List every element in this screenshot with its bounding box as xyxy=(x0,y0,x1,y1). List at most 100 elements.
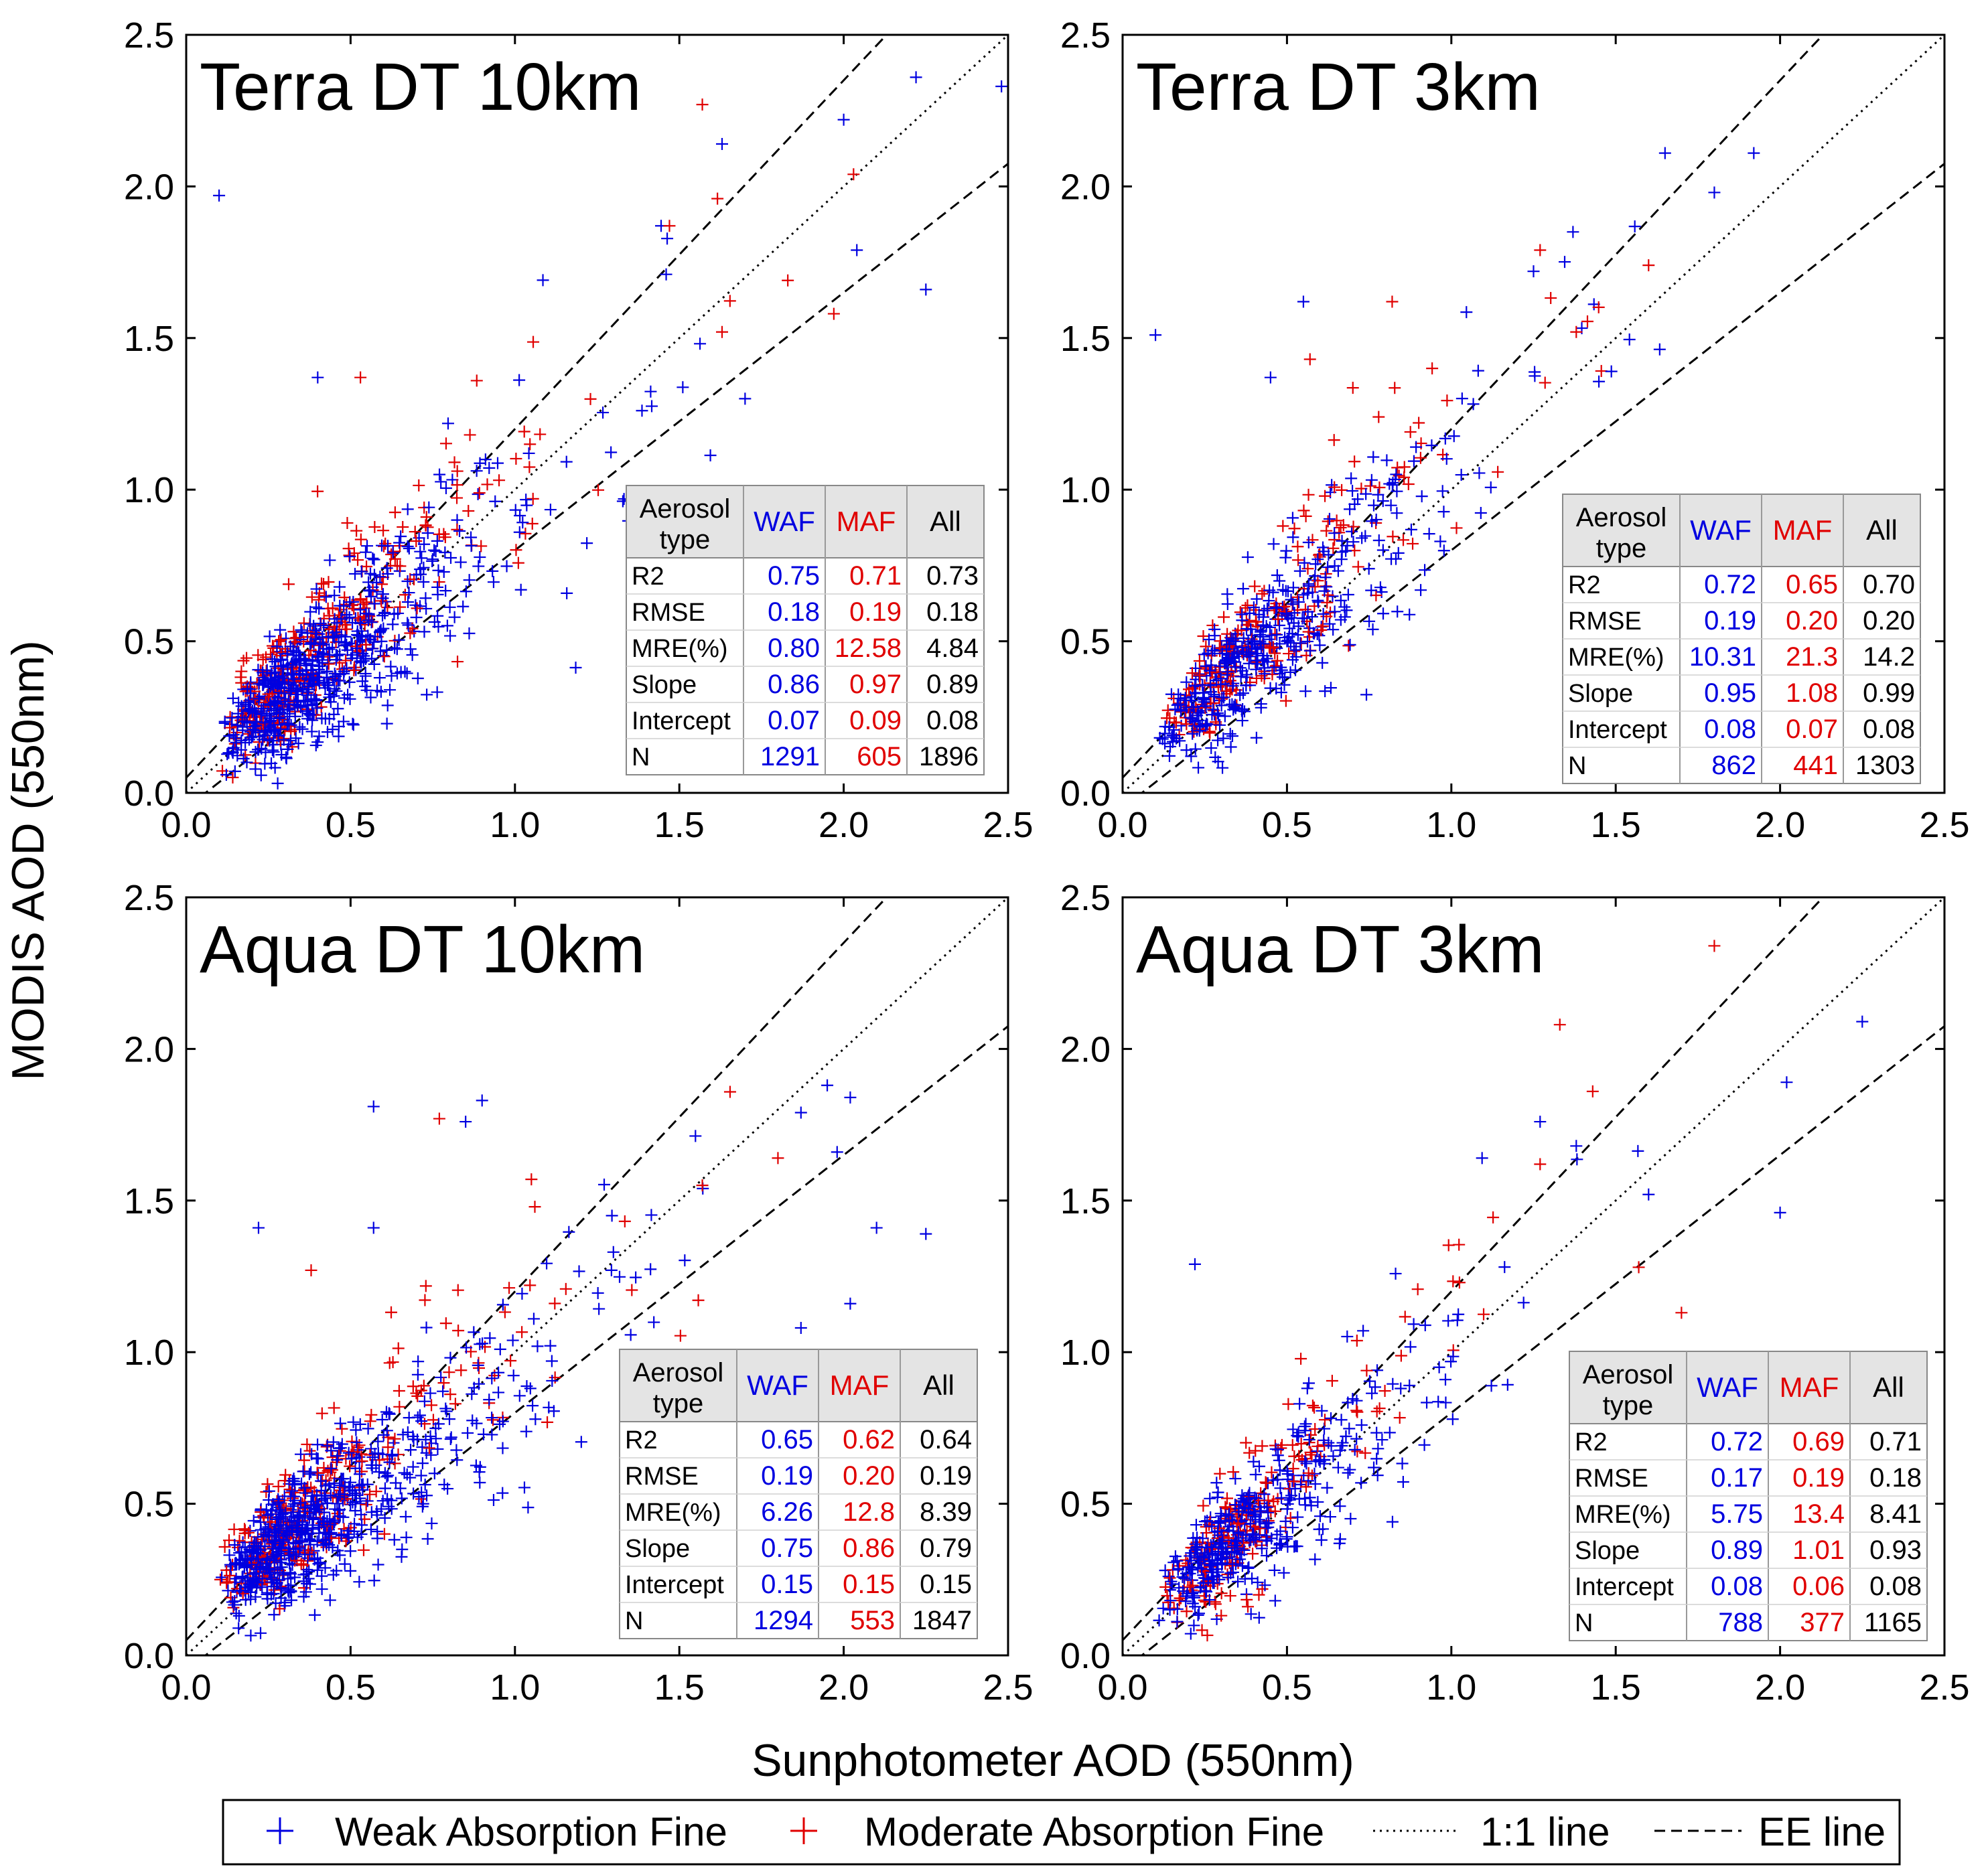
waf-point xyxy=(486,1412,498,1424)
maf-point xyxy=(1539,376,1551,389)
maf-point xyxy=(1272,613,1285,625)
stats-header-label: Aerosol xyxy=(633,1358,724,1388)
stats-cell: MRE(%) xyxy=(1568,644,1664,672)
waf-point xyxy=(393,633,405,646)
waf-point xyxy=(1623,333,1636,346)
waf-point xyxy=(395,530,407,542)
maf-point xyxy=(1295,1438,1307,1450)
x-tick-label: 2.5 xyxy=(983,1667,1033,1708)
waf-point xyxy=(1217,732,1230,745)
waf-point xyxy=(332,1491,345,1503)
waf-point xyxy=(1264,682,1277,694)
waf-point xyxy=(334,1549,346,1562)
waf-point xyxy=(573,1265,585,1278)
waf-point xyxy=(293,646,305,659)
waf-point xyxy=(451,1454,464,1467)
waf-point xyxy=(426,553,439,566)
waf-point xyxy=(1212,1517,1224,1529)
maf-point xyxy=(381,601,394,614)
waf-point xyxy=(1527,265,1540,278)
waf-point xyxy=(374,645,386,658)
waf-point xyxy=(356,1519,368,1531)
waf-point xyxy=(317,1539,330,1552)
waf-point xyxy=(1273,575,1286,587)
waf-point xyxy=(489,495,502,508)
maf-point xyxy=(1632,1261,1645,1274)
waf-point xyxy=(1288,607,1301,619)
maf-point xyxy=(305,1264,317,1276)
waf-point xyxy=(314,1556,327,1569)
x-tick-label: 2.5 xyxy=(983,805,1033,845)
stats-cell: 1303 xyxy=(1855,751,1915,780)
y-tick-label: 0.5 xyxy=(124,1485,174,1525)
waf-point xyxy=(324,688,336,700)
waf-point xyxy=(344,1545,357,1558)
waf-point xyxy=(660,268,672,281)
waf-point xyxy=(1303,1377,1315,1390)
waf-point xyxy=(1332,565,1344,577)
waf-point xyxy=(1342,588,1354,601)
waf-point xyxy=(1407,1318,1420,1331)
waf-point xyxy=(311,651,324,664)
waf-point xyxy=(1376,544,1389,556)
waf-point xyxy=(1485,1379,1498,1392)
waf-point xyxy=(1186,727,1199,740)
waf-point xyxy=(425,1448,437,1461)
waf-point xyxy=(326,723,339,736)
maf-point xyxy=(315,577,328,590)
legend-ee-label: EE line xyxy=(1758,1809,1886,1854)
waf-point xyxy=(1567,226,1579,238)
maf-point xyxy=(493,474,506,487)
legend-item-one-to-one: 1:1 line xyxy=(1373,1809,1610,1854)
waf-point xyxy=(355,655,368,668)
waf-point xyxy=(368,597,380,610)
waf-point xyxy=(284,1490,297,1503)
maf-point xyxy=(696,98,709,111)
waf-point xyxy=(522,447,535,459)
waf-point xyxy=(1164,1594,1177,1607)
waf-point xyxy=(220,768,232,781)
waf-point xyxy=(546,1374,559,1387)
waf-point xyxy=(353,1479,366,1492)
waf-point xyxy=(520,1425,532,1438)
one-to-one-line xyxy=(186,35,1008,793)
waf-point xyxy=(255,1516,267,1529)
waf-point xyxy=(1410,441,1423,453)
waf-point xyxy=(378,1511,391,1524)
maf-point xyxy=(388,1432,401,1445)
waf-point xyxy=(1291,629,1304,642)
x-tick-label: 2.0 xyxy=(819,1667,869,1708)
waf-point xyxy=(1366,1387,1378,1400)
maf-point xyxy=(1262,1494,1275,1507)
x-tick-label: 0.0 xyxy=(1097,805,1147,845)
maf-point xyxy=(1212,681,1224,694)
waf-point xyxy=(260,1503,273,1516)
waf-point xyxy=(249,1590,262,1603)
waf-point xyxy=(322,726,334,739)
waf-point xyxy=(232,1622,245,1635)
waf-point xyxy=(242,733,255,746)
waf-point xyxy=(1460,306,1473,319)
waf-point xyxy=(401,667,413,680)
maf-point xyxy=(519,527,532,540)
maf-point xyxy=(1399,1310,1411,1323)
waf-point xyxy=(247,1540,260,1552)
waf-point xyxy=(1250,1492,1263,1505)
stats-cell: 1.08 xyxy=(1786,678,1838,708)
waf-point xyxy=(331,617,344,629)
waf-point xyxy=(304,1538,317,1551)
waf-point xyxy=(1348,498,1361,510)
waf-point xyxy=(1205,742,1218,755)
waf-point xyxy=(322,1528,335,1541)
stats-cell: 0.97 xyxy=(849,670,902,699)
waf-point xyxy=(484,1332,496,1345)
waf-point xyxy=(366,552,379,565)
maf-point xyxy=(348,664,360,676)
waf-point xyxy=(496,1487,509,1499)
maf-point xyxy=(1265,1466,1278,1479)
maf-point xyxy=(1322,515,1334,528)
waf-point xyxy=(226,712,238,725)
maf-point xyxy=(1291,591,1304,603)
maf-point xyxy=(1249,615,1262,628)
waf-point xyxy=(299,1524,311,1537)
